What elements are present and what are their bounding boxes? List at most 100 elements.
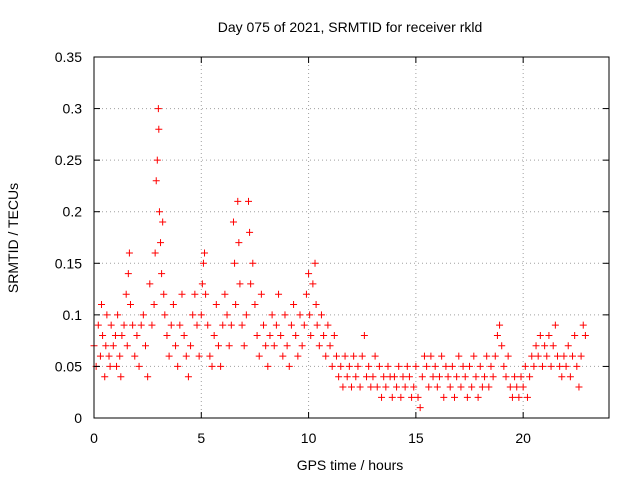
data-point <box>111 331 119 339</box>
data-point <box>573 362 581 370</box>
data-point <box>530 362 538 370</box>
data-point <box>506 383 514 391</box>
y-tick-label: 0.3 <box>63 101 83 117</box>
data-point <box>312 301 320 309</box>
data-point <box>142 342 149 350</box>
data-point <box>117 373 125 381</box>
data-point <box>223 311 231 319</box>
data-point <box>287 321 295 329</box>
data-point <box>305 270 313 278</box>
data-point <box>365 362 373 370</box>
data-point <box>549 342 557 350</box>
data-point <box>390 373 398 381</box>
data-point <box>380 373 388 381</box>
data-point <box>159 218 167 226</box>
data-point <box>556 362 564 370</box>
data-point <box>221 290 229 298</box>
data-point <box>255 352 263 360</box>
data-point <box>485 383 493 391</box>
data-point <box>309 280 317 288</box>
data-point <box>335 373 343 381</box>
data-point <box>157 239 165 247</box>
data-point <box>172 342 180 350</box>
data-point <box>281 311 289 319</box>
data-point <box>408 393 416 401</box>
data-point <box>137 321 145 329</box>
data-point <box>178 290 186 298</box>
data-point <box>313 321 321 329</box>
data-point <box>201 249 209 257</box>
data-point <box>197 311 205 319</box>
data-point <box>554 352 561 360</box>
data-point <box>337 362 345 370</box>
data-point <box>371 352 379 360</box>
data-point <box>317 311 325 319</box>
data-point <box>433 383 441 391</box>
data-point <box>569 352 577 360</box>
data-point <box>219 321 227 329</box>
data-point <box>444 373 452 381</box>
data-point <box>155 125 163 133</box>
y-tick-label: 0.15 <box>55 255 82 271</box>
data-point <box>245 197 252 205</box>
data-point <box>324 321 332 329</box>
data-point <box>272 321 280 329</box>
data-point <box>160 290 168 298</box>
data-point <box>330 331 338 339</box>
data-point <box>360 331 368 339</box>
data-point <box>225 342 233 350</box>
data-point <box>543 352 551 360</box>
data-point <box>292 331 300 339</box>
data-point <box>306 311 314 319</box>
data-point <box>260 321 268 329</box>
data-point <box>562 362 570 370</box>
data-point <box>283 342 291 350</box>
data-point <box>378 393 386 401</box>
data-point <box>151 249 159 257</box>
data-point <box>348 383 355 391</box>
data-point <box>184 373 192 381</box>
data-point <box>277 331 285 339</box>
data-point <box>189 311 197 319</box>
y-tick-label: 0.1 <box>63 307 83 323</box>
chart-title: Day 075 of 2021, SRMTID for receiver rkl… <box>218 19 483 35</box>
data-point <box>204 321 212 329</box>
data-point <box>118 331 126 339</box>
data-point <box>195 352 203 360</box>
data-point <box>545 331 553 339</box>
data-point <box>476 362 484 370</box>
data-point <box>123 342 131 350</box>
data-point <box>405 373 413 381</box>
data-point <box>517 373 525 381</box>
data-point <box>103 311 111 319</box>
ticks-layer: 0 0.05 0.1 0.15 0.2 0.25 0.3 0.35 0 5 10 15 20 <box>55 49 609 446</box>
data-point <box>180 331 188 339</box>
data-point <box>174 362 182 370</box>
data-point <box>410 383 418 391</box>
data-point <box>311 259 319 267</box>
data-point <box>169 301 177 309</box>
data-point <box>266 331 274 339</box>
data-point <box>451 393 458 401</box>
data-point <box>577 352 585 360</box>
data-point <box>466 362 474 370</box>
data-point <box>534 352 542 360</box>
data-point <box>98 301 106 309</box>
data-point <box>153 156 161 164</box>
data-point <box>523 393 531 401</box>
data-point <box>373 383 381 391</box>
data-point <box>472 373 480 381</box>
data-point <box>547 362 555 370</box>
data-point <box>270 342 278 350</box>
data-point <box>393 383 401 391</box>
data-point <box>150 301 158 309</box>
data-point <box>541 342 549 350</box>
data-point <box>511 373 519 381</box>
x-tick-label: 5 <box>197 430 205 446</box>
data-point <box>519 383 527 391</box>
plot-frame <box>93 56 610 419</box>
data-point <box>442 362 450 370</box>
data-point <box>363 373 371 381</box>
data-point <box>425 383 433 391</box>
data-point <box>242 311 250 319</box>
